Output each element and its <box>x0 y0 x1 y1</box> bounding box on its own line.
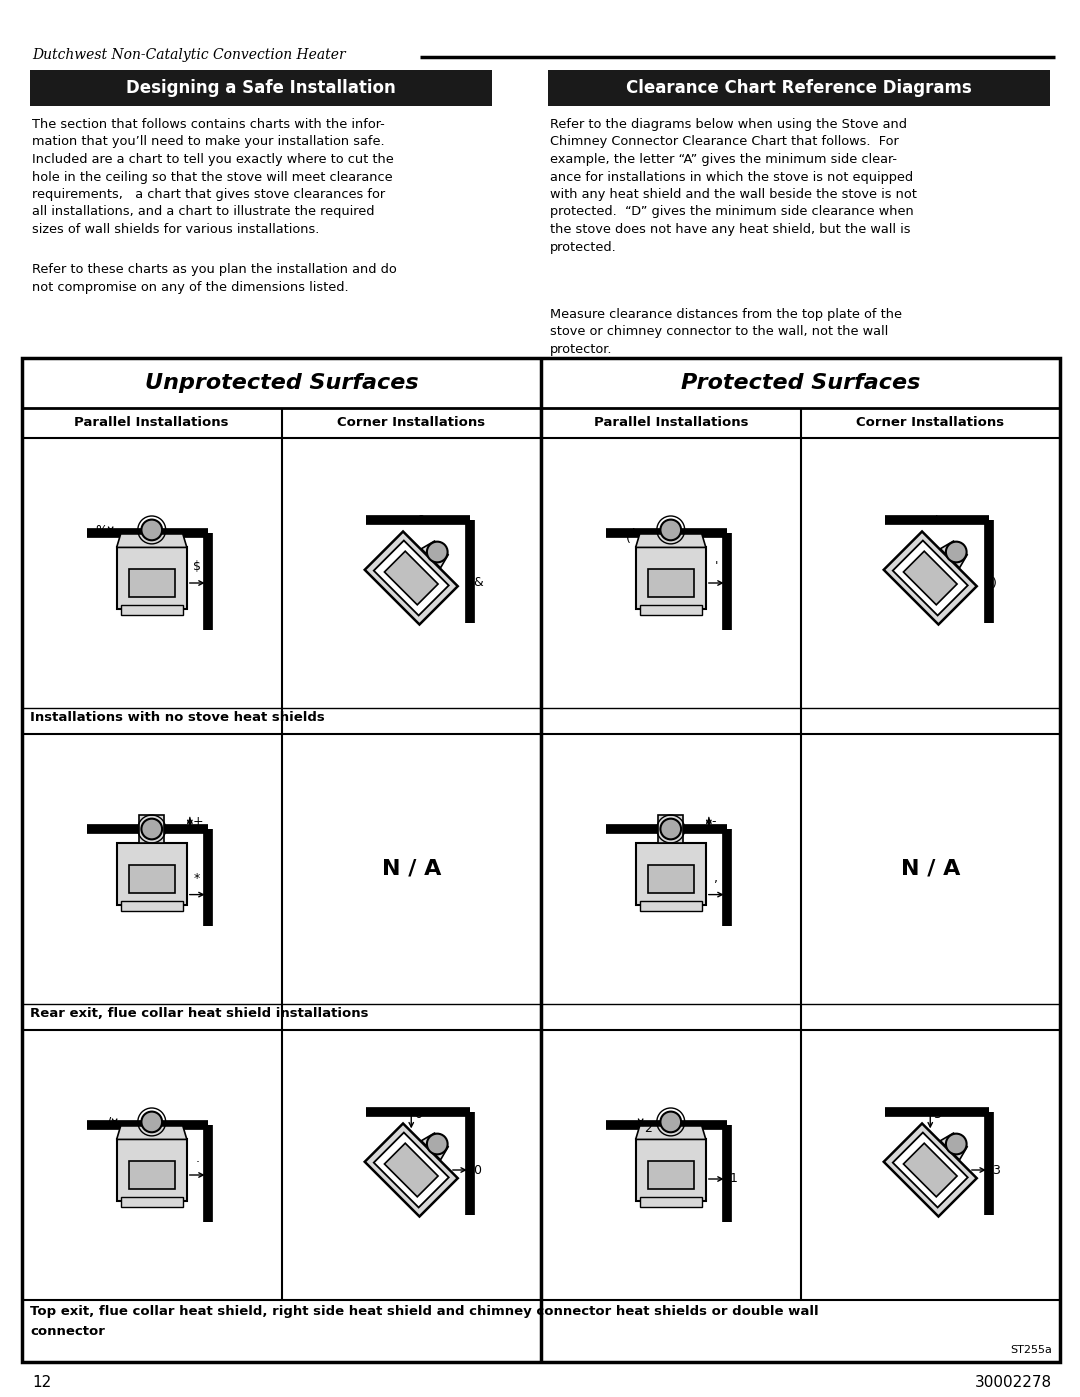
Text: connector: connector <box>30 1324 105 1338</box>
Bar <box>117 548 187 609</box>
Polygon shape <box>904 1143 957 1197</box>
Bar <box>117 1140 187 1200</box>
Text: ': ' <box>935 514 939 528</box>
Text: Rear exit, flue collar heat shield installations: Rear exit, flue collar heat shield insta… <box>30 1007 368 1020</box>
Polygon shape <box>941 541 968 567</box>
Bar <box>129 1161 175 1189</box>
Text: 12: 12 <box>32 1375 51 1390</box>
Polygon shape <box>117 1126 187 1140</box>
Text: Designing a Safe Installation: Designing a Safe Installation <box>126 80 396 96</box>
Circle shape <box>141 520 162 541</box>
Polygon shape <box>374 1133 449 1207</box>
Bar <box>22 358 1059 1362</box>
Text: ST255a: ST255a <box>1010 1345 1052 1355</box>
Polygon shape <box>893 1133 968 1207</box>
Bar <box>121 1197 183 1207</box>
Text: (: ( <box>625 532 631 545</box>
Circle shape <box>946 542 967 563</box>
Bar <box>121 605 183 615</box>
Text: .: . <box>195 1153 199 1165</box>
Polygon shape <box>941 1133 968 1160</box>
Text: ): ) <box>991 577 997 590</box>
Text: Corner Installations: Corner Installations <box>856 416 1004 429</box>
Circle shape <box>427 542 447 563</box>
Circle shape <box>946 1133 967 1154</box>
Text: N / A: N / A <box>381 859 441 879</box>
Bar <box>636 844 706 905</box>
Bar <box>139 814 164 844</box>
Polygon shape <box>636 1126 706 1140</box>
Text: Refer to these charts as you plan the installation and do
not compromise on any : Refer to these charts as you plan the in… <box>32 263 396 293</box>
Bar <box>548 70 1050 106</box>
Bar <box>639 901 702 911</box>
Polygon shape <box>883 531 976 624</box>
Text: 3: 3 <box>933 1108 941 1122</box>
Bar <box>648 865 693 893</box>
Text: 3: 3 <box>991 1164 1000 1176</box>
Polygon shape <box>636 534 706 548</box>
Polygon shape <box>904 552 957 605</box>
Polygon shape <box>384 552 438 605</box>
Text: Protected Surfaces: Protected Surfaces <box>680 373 920 393</box>
Bar <box>117 844 187 905</box>
Text: $: $ <box>193 560 201 573</box>
Text: 30002278: 30002278 <box>975 1375 1052 1390</box>
Circle shape <box>660 819 681 840</box>
Polygon shape <box>421 1133 448 1160</box>
Text: Top exit, flue collar heat shield, right side heat shield and chimney connector : Top exit, flue collar heat shield, right… <box>30 1305 819 1317</box>
Text: &: & <box>416 514 426 528</box>
Bar <box>129 865 175 893</box>
Bar <box>639 605 702 615</box>
Circle shape <box>660 1112 681 1133</box>
Circle shape <box>141 819 162 840</box>
Bar <box>648 569 693 597</box>
Polygon shape <box>374 541 449 616</box>
Text: Dutchwest Non-Catalytic Convection Heater: Dutchwest Non-Catalytic Convection Heate… <box>32 47 346 61</box>
Circle shape <box>660 520 681 541</box>
Bar <box>636 1140 706 1200</box>
Text: Unprotected Surfaces: Unprotected Surfaces <box>145 373 418 393</box>
Polygon shape <box>421 541 448 567</box>
Circle shape <box>427 1133 447 1154</box>
Text: The section that follows contains charts with the infor-
mation that you’ll need: The section that follows contains charts… <box>32 117 394 236</box>
Text: Measure clearance distances from the top plate of the
stove or chimney connector: Measure clearance distances from the top… <box>550 307 902 356</box>
Circle shape <box>141 1112 162 1133</box>
Text: Parallel Installations: Parallel Installations <box>594 416 748 429</box>
Bar <box>648 1161 693 1189</box>
Text: Installations with no stove heat shields: Installations with no stove heat shields <box>30 711 325 724</box>
Text: Refer to the diagrams below when using the Stove and
Chimney Connector Clearance: Refer to the diagrams below when using t… <box>550 117 917 253</box>
Text: -: - <box>712 816 716 828</box>
Polygon shape <box>117 534 187 548</box>
Polygon shape <box>365 531 458 624</box>
Text: ,: , <box>714 872 718 884</box>
Text: 0: 0 <box>415 1108 422 1122</box>
Text: /: / <box>107 1116 111 1129</box>
Text: &: & <box>473 577 483 590</box>
Polygon shape <box>384 1143 438 1197</box>
Text: +: + <box>193 816 203 828</box>
Text: %: % <box>96 524 108 536</box>
Text: Parallel Installations: Parallel Installations <box>75 416 229 429</box>
Bar <box>129 569 175 597</box>
Bar <box>636 548 706 609</box>
Text: ': ' <box>715 560 718 573</box>
Text: 0: 0 <box>473 1164 481 1176</box>
Bar <box>658 814 684 844</box>
Bar <box>639 1197 702 1207</box>
Text: 1: 1 <box>730 1172 738 1186</box>
Bar <box>30 70 492 106</box>
Text: *: * <box>194 872 200 884</box>
Bar <box>121 901 183 911</box>
Text: 2: 2 <box>644 1122 651 1134</box>
Polygon shape <box>893 541 968 616</box>
Polygon shape <box>365 1123 458 1217</box>
Text: Corner Installations: Corner Installations <box>337 416 485 429</box>
Text: N / A: N / A <box>901 859 960 879</box>
Polygon shape <box>883 1123 976 1217</box>
Text: Clearance Chart Reference Diagrams: Clearance Chart Reference Diagrams <box>626 80 972 96</box>
